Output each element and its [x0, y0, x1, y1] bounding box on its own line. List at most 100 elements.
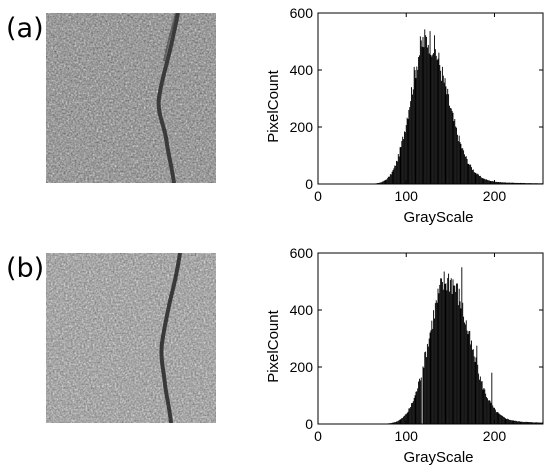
histogram-bar-89	[396, 421, 397, 424]
histogram-bar-194	[488, 400, 490, 424]
histogram-bar-98	[404, 415, 405, 424]
histogram-bar-233	[523, 421, 525, 424]
histogram-bar-189	[484, 178, 486, 184]
crack-line-a	[156, 13, 180, 183]
histogram-bar-154	[453, 285, 455, 424]
histogram-bar-208	[501, 182, 502, 184]
histogram-bar-77	[385, 179, 387, 184]
histogram-bar-250	[538, 422, 540, 424]
histogram-bar-240	[529, 422, 531, 424]
histogram-bar-172	[469, 165, 471, 184]
histogram-bar-176	[472, 349, 474, 424]
y-tick-label: 0	[305, 176, 313, 192]
histogram-bar-223	[514, 420, 516, 424]
histogram-bar-90	[396, 161, 398, 184]
histogram-bar-192	[486, 179, 488, 184]
histogram-bar-129	[431, 56, 433, 184]
histogram-bar-246	[534, 422, 536, 424]
histogram-bar-168	[465, 156, 467, 184]
histogram-bar-132	[434, 318, 435, 424]
histogram-bar-96	[402, 136, 404, 184]
histogram-bar-209	[501, 182, 503, 184]
histogram-bar-247	[535, 422, 537, 424]
histogram-bar-243	[531, 422, 533, 424]
histogram-bar-69	[378, 182, 380, 184]
histogram-bar-225	[516, 421, 517, 424]
histogram-bar-201	[494, 181, 496, 184]
histogram-bar-170	[467, 163, 469, 184]
histogram-bar-82	[389, 174, 391, 184]
histogram-bar-214	[506, 182, 508, 184]
histogram-bar-196	[490, 181, 492, 184]
histogram-bar-188	[483, 388, 485, 424]
histogram-bar-122	[425, 351, 427, 424]
histogram-bar-163	[461, 148, 463, 184]
histogram-bar-139	[440, 70, 442, 184]
histogram-bar-158	[456, 134, 458, 184]
y-tick-label: 600	[290, 245, 314, 261]
histogram-bar-160	[458, 135, 460, 184]
histogram-bar-226	[516, 182, 518, 184]
histogram-bar-155	[454, 119, 456, 184]
histogram-bar-197	[491, 372, 493, 424]
x-tick-label: 200	[483, 188, 507, 204]
histogram-bar-188	[483, 178, 485, 184]
histogram-bar-174	[471, 167, 472, 184]
histogram-bar-117	[420, 40, 422, 184]
histogram-bar-126	[428, 338, 430, 424]
histogram-bar-107	[411, 402, 413, 424]
crack-line-b	[159, 253, 182, 423]
histogram-bar-153	[452, 279, 454, 424]
histogram-bar-218	[509, 419, 511, 424]
histogram-bar-94	[400, 419, 402, 424]
histogram-bar-130	[432, 54, 434, 185]
histogram-bar-128	[430, 54, 432, 184]
histogram-bar-116	[419, 36, 421, 184]
histogram-bar-222	[513, 420, 515, 424]
histogram-bar-220	[511, 182, 513, 184]
histogram-bar-198	[492, 181, 494, 184]
histogram-bar-182	[478, 373, 480, 424]
histogram-bar-101	[406, 412, 408, 424]
histogram-bar-171	[468, 163, 470, 184]
histogram-bar-113	[417, 388, 419, 424]
histogram-bar-157	[456, 127, 457, 184]
histogram-bar-73	[381, 181, 383, 184]
histogram-bar-104	[409, 408, 411, 424]
histogram-bar-217	[509, 182, 510, 184]
histogram-bar-170	[467, 334, 469, 424]
histogram-bar-97	[403, 416, 405, 424]
histogram-bar-133	[434, 303, 436, 424]
histogram-bar-235	[524, 421, 526, 424]
histogram-bar-168	[465, 320, 467, 424]
histogram-bar-252	[539, 422, 541, 424]
histogram-bar-139	[440, 278, 442, 424]
histogram-bar-213	[505, 418, 507, 424]
histogram-bar-84	[391, 422, 393, 424]
histogram-bar-83	[390, 174, 392, 184]
histogram-bar-166	[464, 154, 465, 184]
histogram-bar-79	[387, 177, 389, 184]
histogram-bar-197	[491, 181, 493, 184]
histogram-bar-183	[479, 176, 480, 184]
histogram-bar-112	[416, 391, 418, 424]
histogram-bar-151	[450, 108, 452, 184]
y-tick-label: 200	[290, 119, 314, 135]
histogram-bar-211	[503, 182, 505, 184]
histogram-bar-221	[512, 420, 514, 424]
histogram-bar-95	[401, 140, 403, 184]
histogram-bar-129	[431, 320, 433, 424]
histogram-bar-163	[461, 267, 463, 424]
histogram-bar-224	[515, 182, 517, 184]
histogram-bar-86	[393, 422, 395, 424]
histogram-bars	[369, 29, 544, 185]
histogram-bar-230	[520, 182, 522, 184]
histogram-bar-161	[459, 142, 461, 184]
histogram-bar-143	[443, 82, 445, 184]
histogram-bar-138	[439, 65, 441, 184]
histogram-bar-194	[488, 180, 490, 184]
histogram-bar-119	[422, 366, 424, 424]
histogram-bar-204	[497, 412, 499, 424]
histogram-bar-145	[445, 283, 447, 424]
histogram-bar-114	[418, 381, 420, 424]
